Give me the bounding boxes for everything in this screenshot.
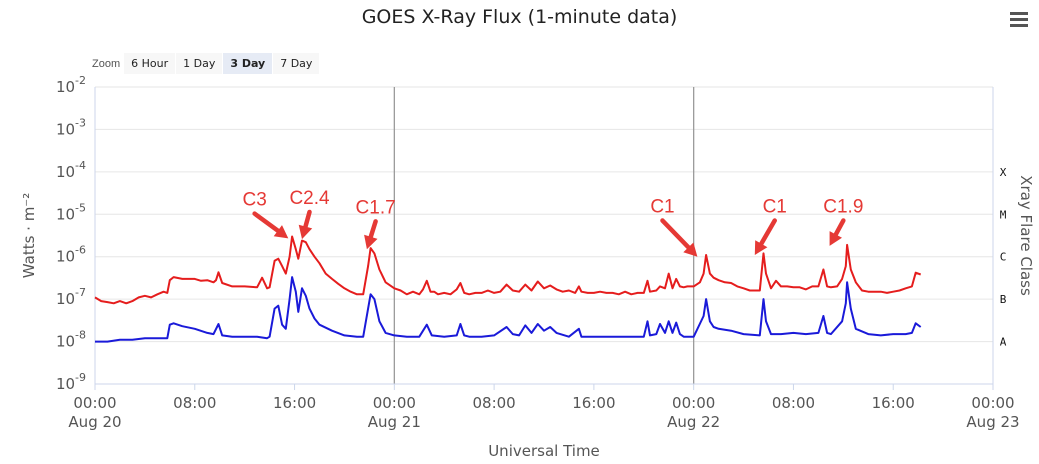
x-tick-label: 08:00: [173, 394, 216, 412]
x-tick-label: 00:00: [971, 394, 1014, 412]
y-tick-label: 10-9: [56, 371, 86, 393]
x-tick-date-label: Aug 21: [368, 413, 421, 431]
flare-annotation-label: C1: [650, 197, 674, 218]
zoom-7-day-button[interactable]: 7 Day: [273, 53, 320, 74]
flare-annotation-arrow: [759, 218, 777, 246]
flare-annotation-arrowhead: [829, 231, 842, 246]
x-tick-label: 00:00: [73, 394, 116, 412]
x-tick-label: 16:00: [872, 394, 915, 412]
flare-annotation-arrowhead: [683, 242, 698, 257]
hamburger-menu-icon[interactable]: [1008, 10, 1030, 30]
flare-annotation-arrow: [833, 218, 846, 237]
x-tick-label: 16:00: [572, 394, 615, 412]
flare-annotation-arrowhead: [273, 225, 289, 239]
x-tick-label: 00:00: [373, 394, 416, 412]
x-tick-label: 08:00: [472, 394, 515, 412]
x-tick-label: 08:00: [772, 394, 815, 412]
y-tick-label: 10-4: [56, 159, 86, 181]
flare-annotation-arrow: [368, 219, 378, 240]
flare-annotation-label: C1.9: [823, 197, 863, 218]
y-tick-label: 10-6: [56, 244, 86, 266]
x-tick-date-label: Aug 22: [667, 413, 720, 431]
flare-annotation-arrowhead: [754, 240, 768, 255]
series-line-long: [94, 235, 922, 305]
zoom-6-hour-button[interactable]: 6 Hour: [124, 53, 176, 74]
zoom-label: Zoom: [92, 57, 121, 70]
flare-annotation-arrow: [660, 218, 691, 250]
flare-annotation-arrow: [252, 211, 281, 233]
flare-annotation-label: C3: [242, 190, 266, 211]
y-tick-label: 10-8: [56, 329, 86, 351]
x-tick-date-label: Aug 23: [966, 413, 1019, 431]
flare-annotation-arrowhead: [298, 224, 313, 240]
series-line-short: [95, 276, 922, 343]
flare-class-label: X: [1000, 166, 1007, 179]
flare-class-label: B: [1000, 293, 1007, 306]
zoom-bar: Zoom 6 Hour 1 Day 3 Day 7 Day: [92, 53, 320, 74]
x-tick-date-label: Aug 20: [68, 413, 121, 431]
x-tick-label: 00:00: [672, 394, 715, 412]
chart-title: GOES X-Ray Flux (1-minute data): [361, 6, 678, 28]
flare-annotation-arrowhead: [364, 234, 378, 250]
zoom-1-day-button[interactable]: 1 Day: [176, 53, 223, 74]
x-axis-title: Universal Time: [488, 442, 600, 460]
flare-annotation-label: C1.7: [356, 197, 396, 218]
y-tick-label: 10-5: [56, 201, 86, 223]
flare-annotation-label: C1: [763, 197, 787, 218]
flare-annotation-label: C2.4: [289, 188, 330, 209]
flare-class-label: A: [1000, 336, 1007, 349]
flare-annotation-arrow: [303, 209, 312, 229]
flare-class-label: C: [1000, 251, 1007, 264]
x-tick-label: 16:00: [273, 394, 316, 412]
y2-axis-title: Xray Flare Class: [1017, 175, 1035, 296]
y-tick-label: 10-2: [56, 74, 86, 96]
flare-class-label: M: [1000, 208, 1007, 221]
y-axis-title: Watts · m⁻²: [20, 193, 38, 279]
zoom-3-day-button[interactable]: 3 Day: [223, 53, 273, 74]
y-tick-label: 10-3: [56, 116, 86, 138]
y-tick-label: 10-7: [56, 286, 86, 308]
